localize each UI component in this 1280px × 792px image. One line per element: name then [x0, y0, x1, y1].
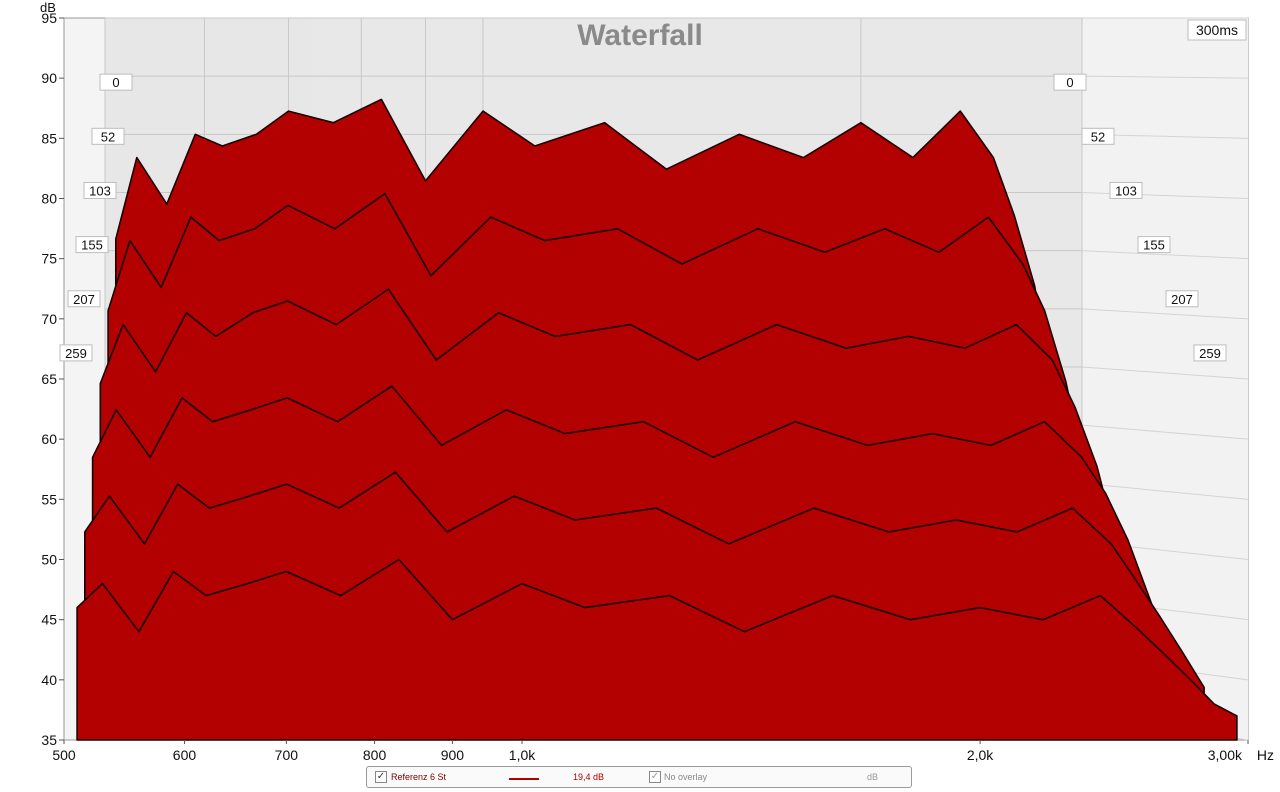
x-unit-label: Hz: [1257, 747, 1274, 763]
y-tick-label: 95: [41, 10, 57, 26]
y-axis-label: dB: [40, 0, 56, 15]
slice-label-text: 103: [89, 183, 111, 198]
x-tick-label: 1,0k: [509, 747, 536, 763]
x-tick-label: 900: [441, 747, 465, 763]
grid-line-right-wall: [1081, 366, 1249, 380]
slice-label-text: 155: [1143, 238, 1165, 253]
chart-title: Waterfall: [577, 19, 703, 52]
x-tick-label: 600: [173, 747, 197, 763]
y-tick-label: 75: [41, 251, 57, 267]
y-tick-label: 65: [41, 371, 57, 387]
slice-label-text: 52: [101, 129, 115, 144]
y-tick-label: 35: [41, 732, 57, 748]
slice-label-right: 52: [1081, 127, 1115, 145]
legend-series-value: 19,4 dB: [573, 772, 605, 782]
slice-label-box: [59, 344, 93, 362]
slice-label-right: 155: [1137, 236, 1171, 254]
grid-line-right-wall: [1081, 482, 1249, 500]
slice-label-text: 103: [1115, 183, 1137, 198]
slice-label-text: 0: [1066, 75, 1073, 90]
y-tick-label: 40: [41, 672, 57, 688]
slice-label-text: 207: [1171, 292, 1193, 307]
slice-label-left: 155: [75, 236, 109, 254]
overlay-checkbox[interactable]: ✓: [649, 771, 661, 783]
slice-label-box: [1109, 181, 1143, 199]
axes: 0 0 52 52 103 103 155 155 207 207 259 259 95 90 85 80 75…: [41, 10, 1274, 763]
slice-label-box: [67, 290, 101, 308]
slice-label-box: [1137, 236, 1171, 254]
slice-label-text: 259: [65, 346, 87, 361]
grid-line-right-wall: [1081, 308, 1249, 320]
slice-label-left: 207: [67, 290, 101, 308]
slice-label-box: [1165, 290, 1199, 308]
legend-series-name: Referenz 6 St: [391, 772, 447, 782]
slice-label-box: [83, 181, 117, 199]
slice-label-text: 259: [1199, 346, 1221, 361]
legend-line-swatch: [509, 778, 539, 780]
slice-label-right: 0: [1053, 73, 1087, 91]
y-tick-label: 45: [41, 612, 57, 628]
grid-line-right-wall: [1081, 424, 1249, 440]
slice-label-text: 207: [73, 292, 95, 307]
slice-label-right: 103: [1109, 181, 1143, 199]
slice-label-left: 0: [99, 73, 133, 91]
slice-label-text: 0: [112, 75, 119, 90]
slice-label-box: [1081, 127, 1115, 145]
legend-overlay-label: No overlay: [664, 772, 708, 782]
waterfall-slices: [76, 98, 1238, 741]
slice-label-left: 52: [91, 127, 125, 145]
slice-label-box: [75, 236, 109, 254]
slice-label-right: 259: [1193, 344, 1227, 362]
y-tick-label: 50: [41, 552, 57, 568]
legend: ✓ Referenz 6 St 19,4 dB ✓ No overlay dB: [366, 766, 912, 788]
y-tick-label: 55: [41, 491, 57, 507]
slice-label-text: 52: [1091, 129, 1105, 144]
slice-label-box: [91, 127, 125, 145]
time-end-label: 300ms: [1196, 22, 1238, 38]
slice-label-left: 103: [83, 181, 117, 199]
x-tick-label: 2,0k: [967, 747, 994, 763]
slice-label-box: [99, 73, 133, 91]
waterfall-slice: [76, 558, 1238, 741]
x-tick-label: 500: [52, 747, 76, 763]
legend-unit-label: dB: [867, 772, 879, 782]
y-tick-label: 70: [41, 311, 57, 327]
slice-label-box: [1053, 73, 1087, 91]
x-tick-label: 3,00k: [1208, 747, 1243, 763]
slice-label-text: 155: [81, 238, 103, 253]
y-tick-label: 60: [41, 431, 57, 447]
time-end-box: 300ms: [1187, 19, 1247, 41]
slice-label-right: 207: [1165, 290, 1199, 308]
x-tick-label: 700: [275, 747, 299, 763]
grid-line-right-wall: [1081, 250, 1249, 260]
series-visible-checkbox[interactable]: ✓: [375, 771, 387, 783]
y-tick-label: 80: [41, 191, 57, 207]
grid-line-right-wall: [1081, 75, 1249, 79]
x-tick-label: 800: [363, 747, 387, 763]
slice-label-box: [1193, 344, 1227, 362]
y-tick-label: 90: [41, 70, 57, 86]
y-tick-label: 85: [41, 130, 57, 146]
slice-label-left: 259: [59, 344, 93, 362]
